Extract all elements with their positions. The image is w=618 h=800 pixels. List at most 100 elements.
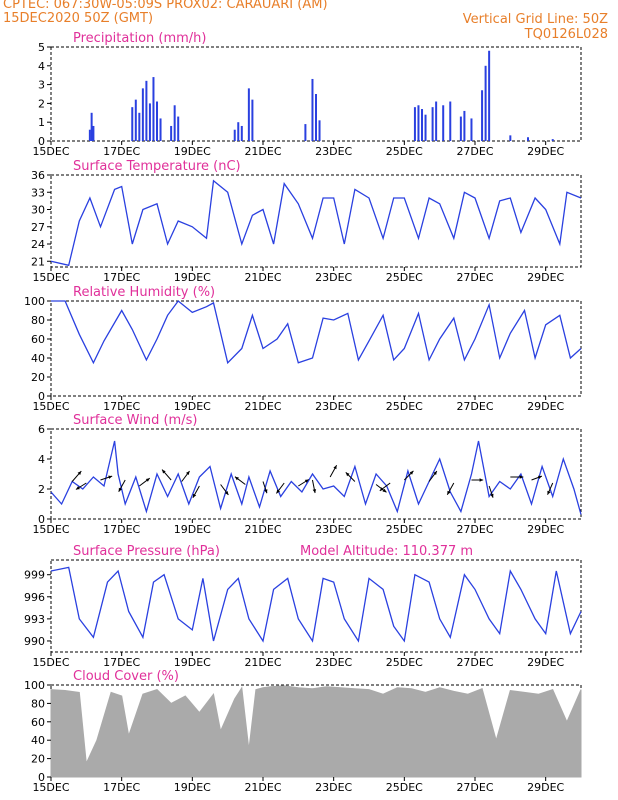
precip-bar [177, 116, 180, 141]
rh-ytick-label: 40 [31, 352, 45, 365]
header-model-id: TQ0126L028 [524, 27, 608, 42]
cloud-ytick-label: 20 [31, 753, 45, 766]
precip-bar [311, 78, 314, 141]
precip-bar [442, 105, 445, 141]
precip-bar [318, 120, 321, 141]
precip-bar [449, 101, 452, 141]
rh-series-line [51, 300, 582, 365]
rh-xtick-label: 23DEC [315, 400, 352, 413]
cloud-xtick-label: 21DEC [244, 781, 281, 794]
rh-xtick-label: 21DEC [244, 400, 281, 413]
precip-bar [134, 99, 137, 141]
precip-bar [435, 101, 438, 141]
cloud-xtick-label: 23DEC [315, 781, 352, 794]
rh-xtick-label: 19DEC [174, 400, 211, 413]
precip-bar [173, 105, 176, 141]
precip-ytick-label: 1 [38, 116, 45, 129]
precip-ytick-label: 0 [38, 135, 45, 148]
precip-bar [304, 124, 307, 141]
precip-bar [141, 88, 144, 141]
press-xtick-label: 27DEC [456, 656, 493, 669]
wind-arrow-head [382, 488, 387, 493]
wind-arrow-head [333, 465, 337, 470]
cloud-ytick-label: 60 [31, 716, 45, 729]
press-ytick-label: 996 [24, 591, 45, 604]
precip-bar [247, 88, 250, 141]
wind-xtick-label: 29DEC [527, 523, 564, 536]
cloud-xtick-label: 17DEC [103, 781, 140, 794]
cloud-xtick-label: 25DEC [386, 781, 423, 794]
precip-title: Precipitation (mm/h) [73, 31, 206, 46]
precip-ytick-label: 5 [38, 41, 45, 54]
precip-ytick-label: 3 [38, 79, 45, 92]
wind-panel: 0 2 4 6 15DEC 17DEC 19DEC 21DEC 23DEC 25DEC 27DEC 2… [32, 413, 582, 536]
wind-arrow-head [537, 475, 542, 479]
cloud-panel: 0 20 40 60 80 100 15DEC 17DEC 19DEC 21DEC 23DEC 25D… [24, 669, 582, 794]
precip-bar [470, 118, 473, 141]
rh-xtick-label: 27DEC [456, 400, 493, 413]
press-xtick-label: 23DEC [315, 656, 352, 669]
temp-xtick-label: 19DEC [174, 271, 211, 284]
precip-bar [92, 125, 95, 141]
precip-bar [240, 125, 243, 141]
wind-arrow-head [192, 493, 197, 498]
cloud-xtick-label: 19DEC [174, 781, 211, 794]
rh-ytick-label: 100 [24, 295, 45, 308]
rh-ytick-label: 80 [31, 314, 45, 327]
cloud-area [50, 685, 582, 778]
precip-bar [148, 103, 151, 141]
header-line1: CPTEC: 067:30W-05:09S PROX02: CARAUARI (… [3, 0, 328, 12]
precip-bar [156, 101, 158, 141]
press-xtick-label: 19DEC [174, 656, 211, 669]
precip-bar [481, 90, 484, 141]
precip-bar [90, 112, 93, 141]
precip-bar [459, 116, 462, 141]
temp-frame [50, 174, 582, 268]
temp-xtick-label: 21DEC [244, 271, 281, 284]
press-xtick-label: 15DEC [32, 656, 69, 669]
precip-bar [424, 114, 427, 141]
wind-xtick-label: 23DEC [315, 523, 352, 536]
wind-arrow-head [490, 493, 494, 498]
precip-bar [152, 77, 155, 141]
rh-ytick-label: 20 [31, 371, 45, 384]
precip-bar [159, 118, 162, 141]
wind-series-line [50, 440, 582, 515]
press-panel: 990 993 996 999 15DEC 17DEC 19DEC 21DEC 23DEC 25D… [24, 544, 582, 669]
rh-ytick-label: 0 [38, 390, 45, 403]
precip-xtick-label: 23DEC [315, 145, 352, 158]
cloud-ytick-label: 0 [38, 771, 45, 784]
header-grid-note: Vertical Grid Line: 50Z [462, 12, 608, 27]
precip-bar [421, 109, 423, 141]
temp-ytick-label: 30 [31, 204, 45, 217]
temp-ytick-label: 21 [31, 255, 45, 268]
precip-xtick-label: 27DEC [456, 145, 493, 158]
wind-arrow-head [379, 487, 384, 491]
precip-bar [551, 139, 554, 141]
wind-arrow-head [312, 489, 317, 493]
wind-arrow-head [433, 471, 437, 475]
precip-bar [527, 137, 529, 141]
precip-bar [413, 107, 416, 141]
press-series-line [50, 566, 582, 643]
cloud-ytick-label: 80 [31, 697, 45, 710]
rh-panel: 0 20 40 60 80 100 15DEC 17DEC 19DEC 21DEC 23DEC 25D… [24, 285, 582, 413]
temp-panel: 21 24 27 30 33 36 15DEC 17DEC 19DEC 21DEC 23DEC 25D… [31, 159, 582, 284]
wind-arrow-head [304, 479, 309, 483]
wind-xtick-label: 19DEC [174, 523, 211, 536]
temp-ytick-label: 24 [31, 238, 45, 251]
precip-bar [431, 107, 434, 141]
rh-xtick-label: 29DEC [527, 400, 564, 413]
temp-xtick-label: 25DEC [386, 271, 423, 284]
wind-arrow-head [118, 487, 122, 492]
precip-xtick-label: 19DEC [174, 145, 211, 158]
wind-arrow-head [224, 491, 229, 495]
press-ytick-label: 999 [24, 569, 45, 582]
precip-bar [88, 129, 91, 141]
header-date: 15DEC2020 50Z (GMT) [3, 11, 154, 26]
temp-xtick-label: 23DEC [315, 271, 352, 284]
wind-arrow-head [479, 478, 484, 482]
wind-arrow-head [264, 489, 268, 494]
wind-arrow-head [186, 471, 190, 475]
